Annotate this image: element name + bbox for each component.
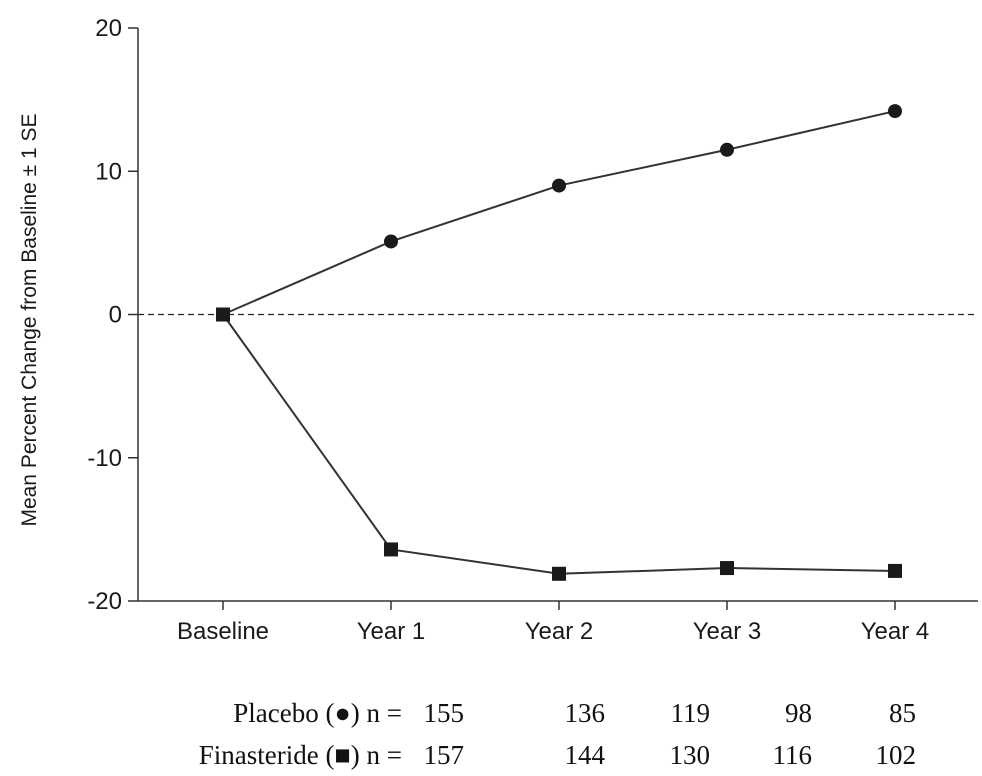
series-line-finasteride (222, 313, 896, 575)
x-tick-label: Year 2 (525, 618, 594, 645)
sample-size-cell: 116 (772, 740, 813, 770)
data-point-finasteride (384, 542, 398, 557)
x-tick-label: Year 1 (357, 618, 426, 645)
sample-size-table: Placebo (●) n = 155 136 119 98 85 Finast… (0, 690, 982, 776)
x-tick-label: Baseline (177, 618, 269, 645)
sample-size-row-label: Placebo (●) n = (233, 698, 402, 728)
series-layer (216, 104, 902, 581)
data-point-finasteride (552, 566, 566, 581)
x-tick-label: Year 3 (693, 618, 762, 645)
x-tick-label: Year 4 (861, 618, 930, 645)
sample-size-cell: 136 (564, 698, 606, 728)
y-tick-label: -10 (87, 445, 122, 472)
sample-size-cell: 144 (564, 740, 606, 770)
data-point-finasteride (216, 307, 230, 322)
x-axis: Baseline Year 1 Year 2 Year 3 Year 4 (138, 600, 978, 645)
data-point-placebo (384, 234, 398, 249)
data-point-placebo (720, 142, 734, 157)
sample-size-cell: 155 (423, 698, 465, 728)
y-tick-label: 10 (95, 158, 122, 185)
sample-size-cell: 119 (670, 698, 711, 728)
y-tick-label: 0 (109, 302, 122, 329)
y-tick-label: -20 (87, 588, 122, 615)
line-chart: 20 10 0 -10 -20 Baseline Year 1 Year 2 Year 3 Ye… (18, 15, 978, 645)
sample-size-row-placebo: Placebo (●) n = 155 136 119 98 85 (0, 698, 982, 734)
y-axis-label: Mean Percent Change from Baseline ± 1 SE (18, 113, 41, 526)
data-point-finasteride (888, 563, 902, 578)
series-line-placebo (222, 110, 896, 316)
sample-size-cell: 85 (889, 698, 916, 728)
sample-size-cell: 98 (785, 698, 812, 728)
sample-size-row-label: Finasteride (■) n = (198, 740, 402, 770)
sample-size-cell: 130 (669, 740, 711, 770)
y-axis: 20 10 0 -10 -20 (87, 15, 139, 615)
y-tick-label: 20 (95, 15, 122, 42)
sample-size-row-finasteride: Finasteride (■) n = 157 144 130 116 102 (0, 740, 982, 776)
sample-size-cell: 102 (875, 740, 917, 770)
data-point-placebo (888, 104, 902, 119)
data-point-finasteride (720, 561, 734, 576)
sample-size-cell: 157 (423, 740, 465, 770)
data-point-placebo (552, 178, 566, 193)
